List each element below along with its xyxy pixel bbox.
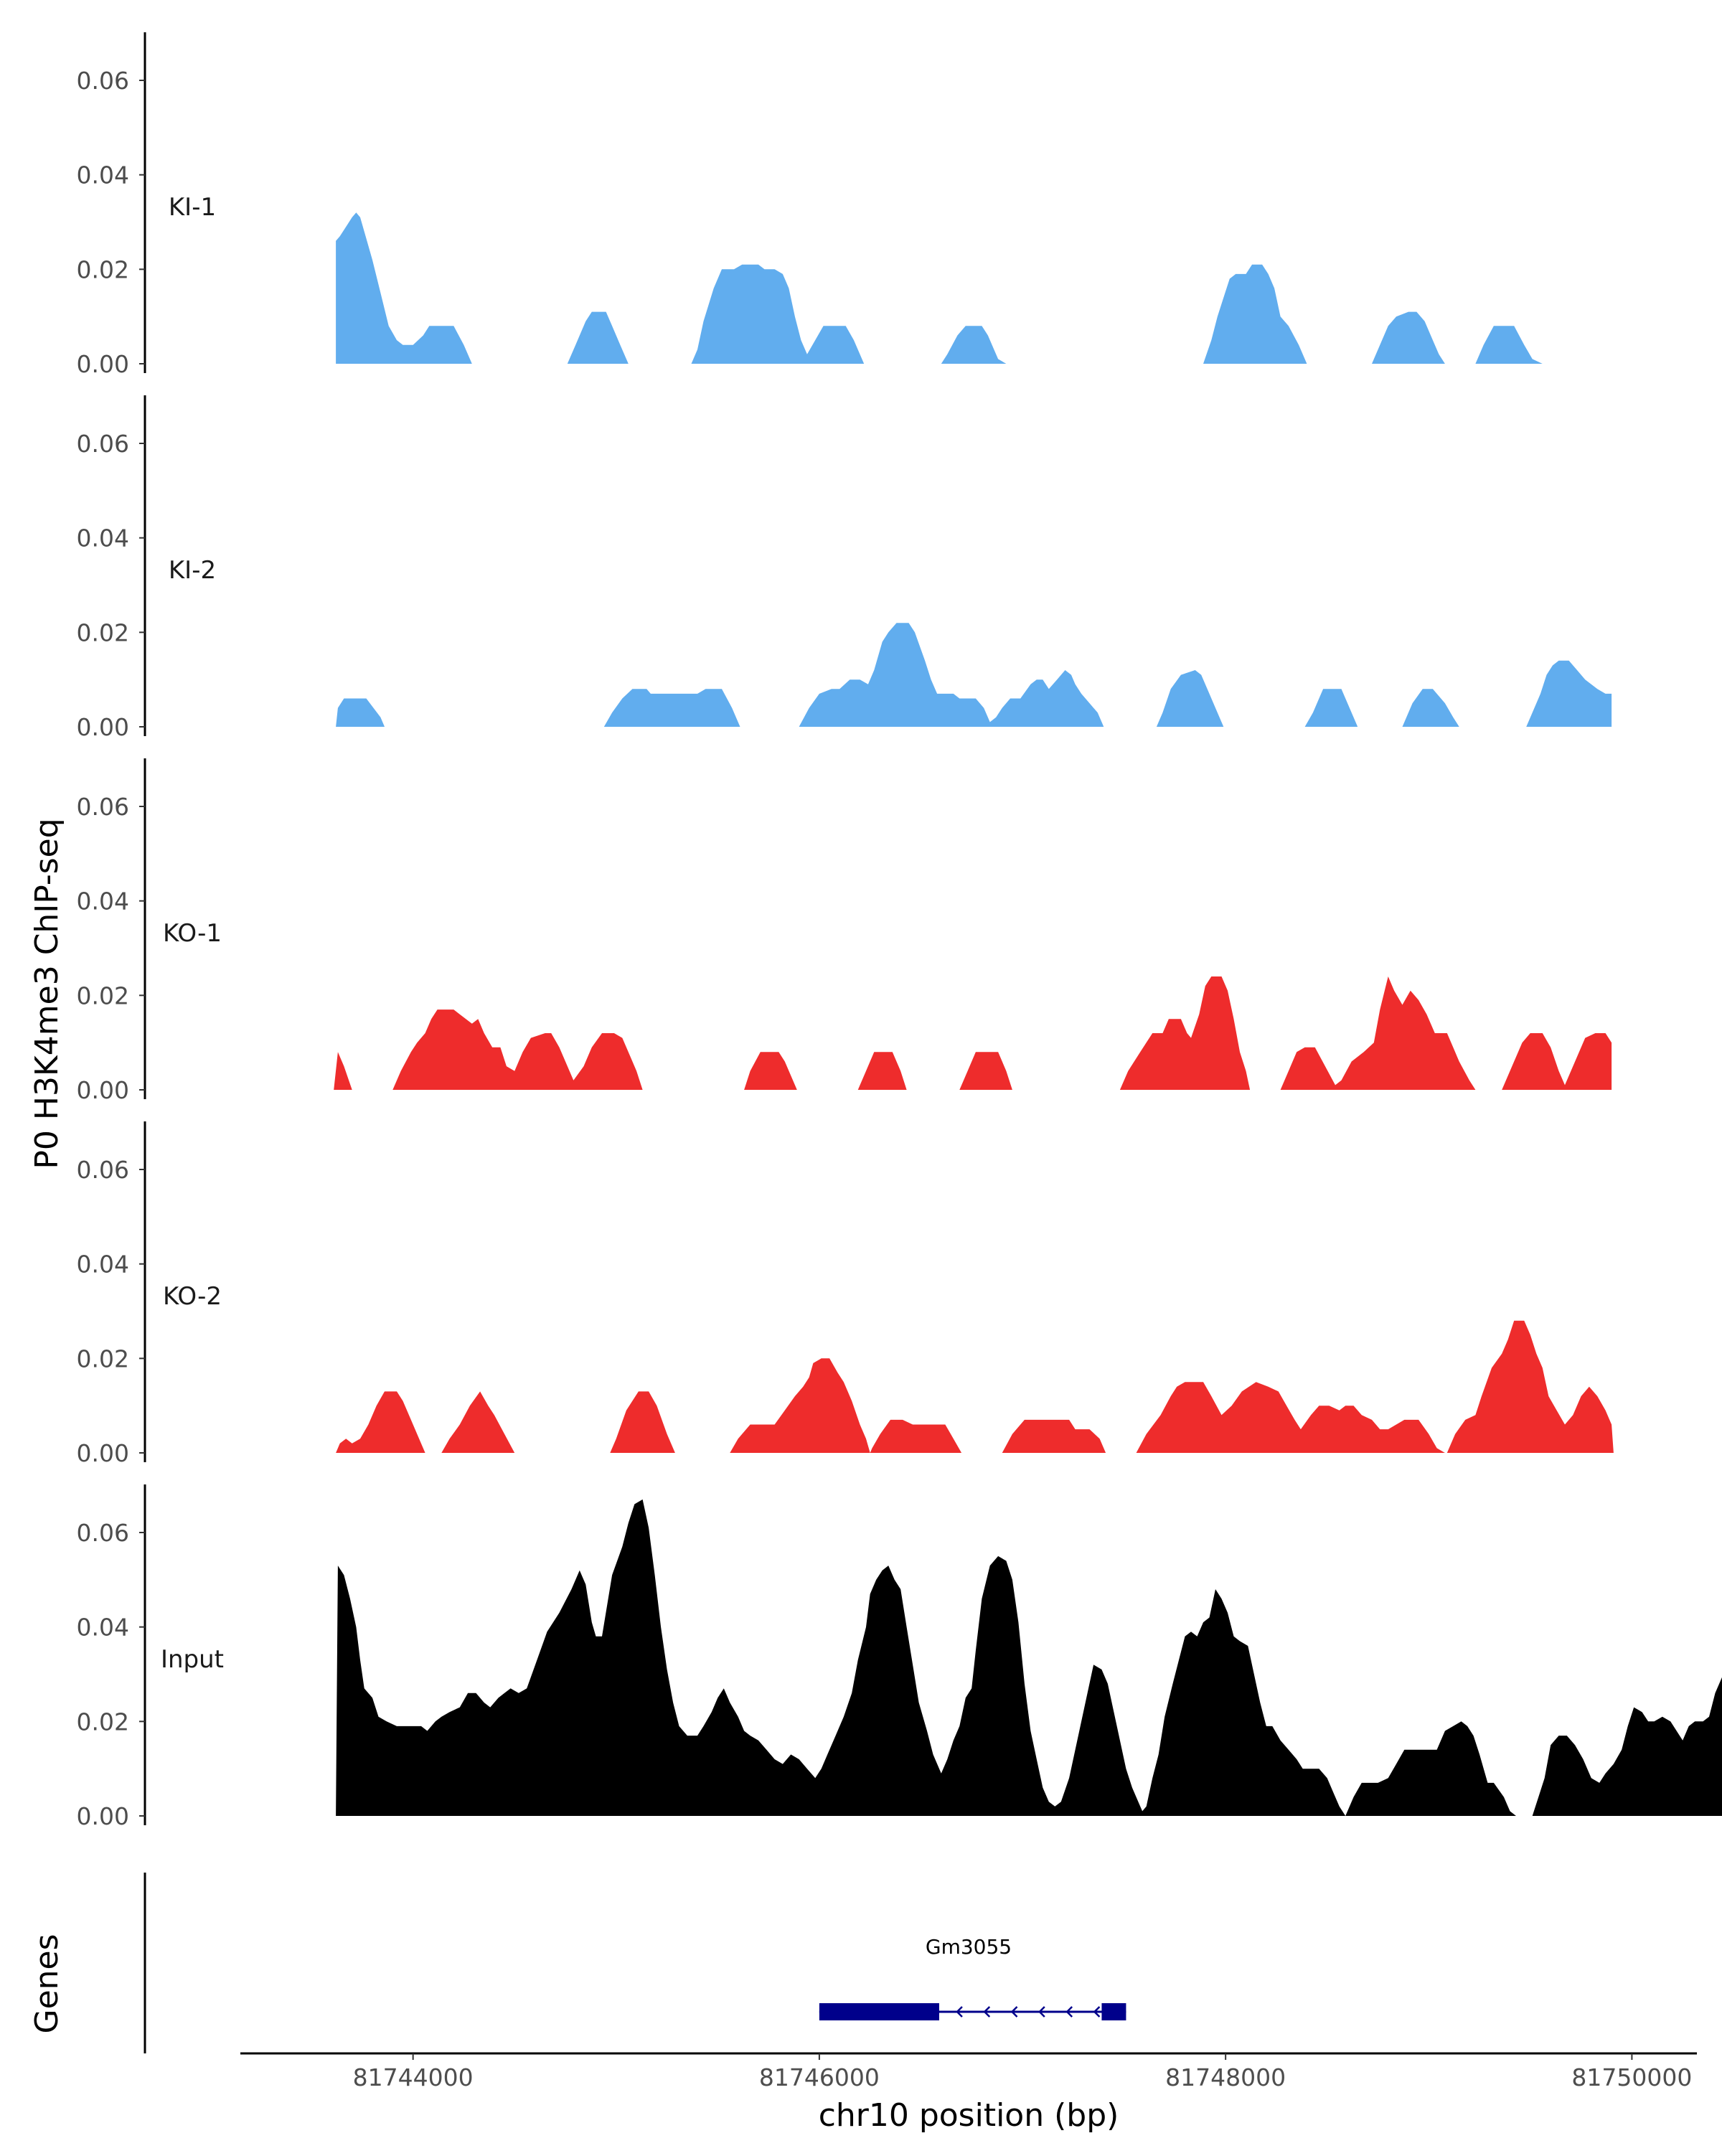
- strand-arrow-icon: [1065, 2006, 1073, 2018]
- gene-name-label: Gm3055: [926, 1935, 1012, 1959]
- tracks-layer: 0.00 0.02 0.04 0.06 KI-1 0.00 0.02 0.04 0.06 KI-2…: [77, 32, 1722, 1830]
- y-tick-label: 0.06: [77, 67, 129, 95]
- coverage-area-ko-1: [334, 976, 1612, 1090]
- y-tick-label: 0.04: [77, 524, 129, 552]
- y-tick-label: 0.04: [77, 161, 129, 189]
- y-tick-label: 0.06: [77, 1519, 129, 1547]
- y-tick-label: 0.00: [77, 350, 129, 378]
- track-label-ki-2: KI-2: [169, 556, 216, 585]
- x-tick-label: 81746000: [759, 2063, 880, 2091]
- gene-exon-block: [819, 2003, 939, 2020]
- gene-exon-block: [1101, 2003, 1126, 2020]
- track-panel-ko-1: 0.00 0.02 0.04 0.06 KO-1: [77, 758, 1612, 1104]
- track-label-ko-2: KO-2: [163, 1282, 222, 1311]
- x-ticks: 81744000 81746000 81748000 81750000: [353, 2053, 1692, 2091]
- y-tick-label: 0.06: [77, 430, 129, 458]
- strand-arrow-icon: [1010, 2006, 1018, 2018]
- y-tick-label: 0.04: [77, 1614, 129, 1642]
- coverage-area-ko-2: [336, 1320, 1614, 1453]
- strand-arrow-icon: [1038, 2006, 1045, 2018]
- y-tick-label: 0.04: [77, 1251, 129, 1279]
- y-tick-label: 0.00: [77, 713, 129, 741]
- y-tick-label: 0.02: [77, 618, 129, 646]
- y-tick-label: 0.02: [77, 1345, 129, 1373]
- strand-arrow-icon: [983, 2006, 991, 2018]
- genes-panel: Gm3055: [144, 1873, 1126, 2053]
- y-tick-label: 0.00: [77, 1076, 129, 1104]
- x-axis: 81744000 81746000 81748000 81750000: [240, 2052, 1697, 2091]
- y-tick-label: 0.02: [77, 255, 129, 283]
- track-label-ko-1: KO-1: [163, 919, 222, 948]
- track-label-input: Input: [161, 1645, 224, 1674]
- y-tick-label: 0.00: [77, 1439, 129, 1467]
- strand-arrow-icon: [956, 2006, 963, 2018]
- y-tick-label: 0.06: [77, 1156, 129, 1184]
- track-panel-ki-1: 0.00 0.02 0.04 0.06 KI-1: [77, 32, 1543, 378]
- coverage-area-ki-2: [336, 623, 1612, 727]
- y-tick-label: 0.04: [77, 888, 129, 915]
- track-panel-input: 0.00 0.02 0.04 0.06 Input: [77, 1484, 1722, 1830]
- strand-arrow-icon: [1093, 2006, 1101, 2018]
- y-axis-title: P0 H3K4me3 ChIP-seq: [29, 818, 65, 1169]
- x-tick-label: 81744000: [353, 2063, 474, 2091]
- coverage-area-ki-1: [336, 212, 1543, 364]
- gene-model: [819, 2003, 1126, 2020]
- y-tick-label: 0.06: [77, 793, 129, 821]
- y-tick-label: 0.02: [77, 982, 129, 1009]
- track-label-ki-1: KI-1: [169, 193, 216, 222]
- x-axis-title: chr10 position (bp): [819, 2097, 1119, 2134]
- genes-axis-title: Genes: [29, 1934, 65, 2033]
- x-tick-label: 81748000: [1165, 2063, 1286, 2091]
- coverage-area-input: [336, 1499, 1722, 1816]
- x-tick-label: 81750000: [1571, 2063, 1692, 2091]
- track-panel-ko-2: 0.00 0.02 0.04 0.06 KO-2: [77, 1121, 1614, 1467]
- track-panel-ki-2: 0.00 0.02 0.04 0.06 KI-2: [77, 395, 1612, 741]
- y-tick-label: 0.00: [77, 1802, 129, 1830]
- y-tick-label: 0.02: [77, 1708, 129, 1736]
